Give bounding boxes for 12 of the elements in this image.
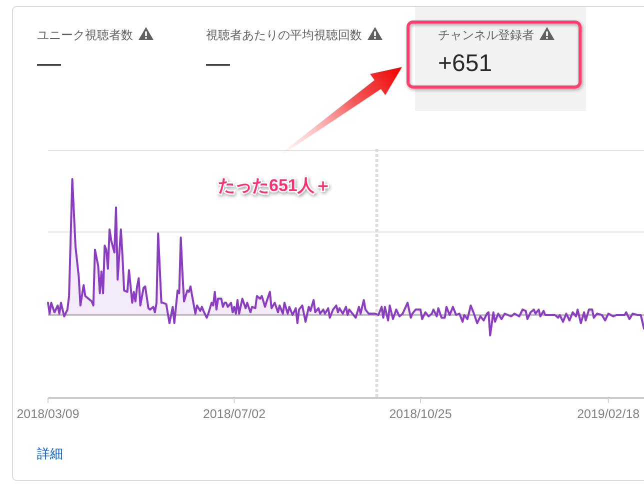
- x-tick-label: 2018/03/09: [16, 407, 80, 421]
- text: —: [37, 50, 61, 77]
- annotation: たった651人＋: [218, 176, 332, 195]
- x-tick-label: 2018/07/02: [202, 407, 266, 421]
- category-label: 視聴者あたりの平均視聴回数: [206, 28, 362, 42]
- category-label: チャンネル登録者: [438, 28, 534, 42]
- category-label: ユニーク視聴者数: [37, 28, 133, 42]
- text: —: [206, 50, 230, 77]
- text: +651: [438, 50, 492, 77]
- x-tick-label: 2019/02/18: [577, 407, 640, 421]
- x-tick-label: 2018/10/25: [389, 407, 452, 421]
- text: 詳細: [37, 446, 63, 461]
